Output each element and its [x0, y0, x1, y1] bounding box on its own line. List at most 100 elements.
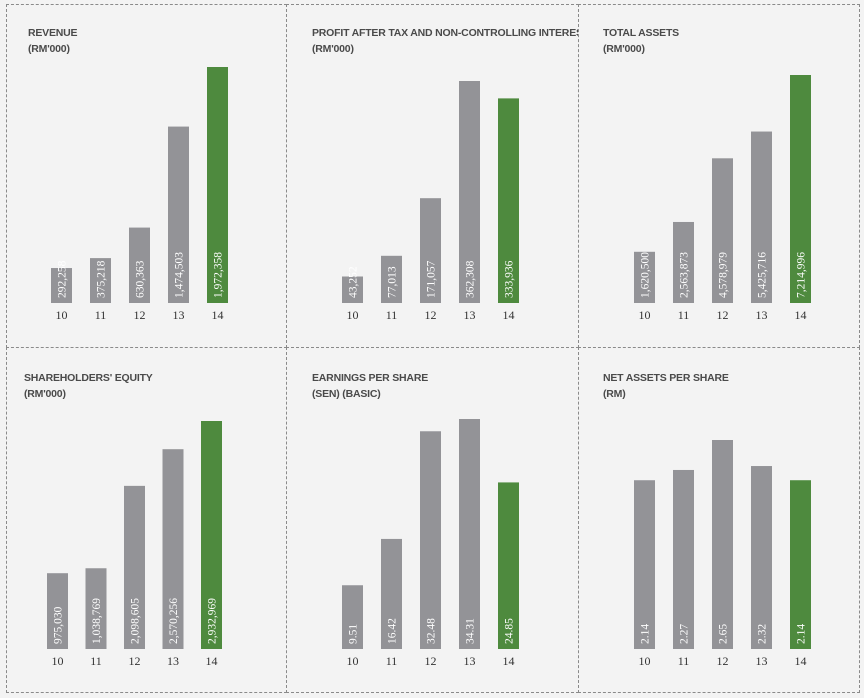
x-tick-label: 13 [173, 308, 185, 322]
bar-13 [751, 466, 772, 649]
bar-11 [673, 469, 694, 649]
x-tick-label: 11 [386, 308, 398, 322]
bar-10 [51, 268, 72, 303]
bar-value-label: 16.42 [387, 618, 399, 644]
chart-title-line2: (RM'000) [24, 388, 66, 400]
bar-value-label: 2.14 [640, 624, 652, 644]
panel-revenue: REVENUE (RM'000) 292,258 10 375,218 11 630,3… [6, 4, 287, 348]
bar-13 [459, 419, 480, 649]
x-tick-label: 10 [347, 654, 359, 668]
bar-value-label: 975,030 [53, 606, 65, 644]
revenue-bar-chart: 292,258 10 375,218 11 630,363 12 1,474,503 13 1,… [51, 67, 228, 322]
bar-value-label: 9.51 [348, 624, 360, 644]
bar-12 [129, 227, 150, 303]
bar-value-label: 43,252 [348, 266, 360, 298]
bar-value-label: 630,363 [135, 260, 147, 298]
chart-title-line2: (RM'000) [603, 43, 645, 55]
x-tick-label: 12 [717, 308, 729, 322]
x-tick-label: 11 [678, 654, 690, 668]
bar-value-label: 375,218 [96, 260, 108, 298]
bar-12 [712, 158, 733, 303]
bar-12 [712, 440, 733, 649]
x-tick-label: 10 [639, 308, 651, 322]
chart-title-line2: (RM'000) [312, 43, 354, 55]
bar-13 [751, 131, 772, 303]
x-tick-label: 12 [129, 654, 141, 668]
chart-title: SHAREHOLDERS' EQUITY (RM'000) [24, 370, 153, 402]
bar-value-label: 5,425,716 [757, 252, 769, 298]
x-tick-label: 10 [56, 308, 68, 322]
x-tick-label: 14 [795, 654, 807, 668]
chart-title: TOTAL ASSETS (RM'000) [603, 25, 679, 57]
x-tick-label: 10 [639, 654, 651, 668]
bar-value-label: 2.65 [718, 624, 730, 644]
x-tick-label: 13 [756, 654, 768, 668]
chart-title-line2: (RM'000) [28, 43, 70, 55]
x-tick-label: 12 [134, 308, 146, 322]
bar-11 [90, 258, 111, 303]
net-assets-per-share-bar-chart: 2.14 10 2.27 11 2.65 12 2.32 13 2.14 14 [634, 440, 811, 668]
bar-14 [498, 482, 519, 649]
x-tick-label: 14 [795, 308, 807, 322]
bar-value-label: 2.14 [796, 624, 808, 644]
x-tick-label: 11 [678, 308, 690, 322]
panel-total-assets: TOTAL ASSETS (RM'000) 1,620,500 10 2,563,8… [578, 4, 860, 348]
x-tick-label: 13 [464, 654, 476, 668]
bar-12 [420, 431, 441, 649]
bar-value-label: 1,474,503 [174, 252, 186, 298]
bar-value-label: 2,932,969 [207, 598, 219, 644]
bar-value-label: 292,258 [57, 260, 69, 298]
shareholders-equity-bar-chart: 975,030 10 1,038,769 11 2,098,605 12 2,570,256… [47, 421, 222, 668]
profit-bar-chart: 43,252 10 77,013 11 171,057 12 362,308 13 333,93… [342, 81, 519, 322]
bar-11 [85, 568, 107, 649]
x-tick-label: 13 [756, 308, 768, 322]
earnings-per-share-bar-chart: 9.51 10 16.42 11 32.48 12 34.31 13 24.85 14 [342, 419, 519, 668]
bar-value-label: 77,013 [387, 266, 399, 298]
bar-value-label: 1,038,769 [91, 598, 103, 644]
x-tick-label: 14 [206, 654, 218, 668]
chart-title: PROFIT AFTER TAX AND NON-CONTROLLING INT… [312, 25, 596, 57]
panel-net-assets-per-share: NET ASSETS PER SHARE (RM) 2.14 10 2.27 11 2.… [578, 347, 860, 693]
chart-title-line1: PROFIT AFTER TAX AND NON-CONTROLLING INT… [312, 27, 596, 39]
bar-value-label: 32.48 [426, 618, 438, 644]
chart-title-line2: (SEN) (BASIC) [312, 388, 381, 400]
bar-11 [381, 255, 402, 303]
bar-14 [201, 421, 222, 649]
chart-title-line1: REVENUE [28, 27, 78, 39]
bar-12 [124, 485, 145, 649]
bar-10 [342, 276, 363, 303]
bar-13 [168, 126, 189, 303]
bar-value-label: 2,563,873 [679, 252, 691, 298]
chart-title: EARNINGS PER SHARE (SEN) (BASIC) [312, 370, 428, 402]
chart-title-line1: NET ASSETS PER SHARE [603, 372, 729, 384]
chart-title-line1: SHAREHOLDERS' EQUITY [24, 372, 153, 384]
bar-value-label: 34.31 [465, 618, 477, 644]
bar-value-label: 1,972,358 [213, 252, 225, 298]
bar-10 [47, 573, 68, 649]
bar-14 [207, 67, 228, 303]
bar-value-label: 171,057 [426, 260, 438, 298]
bar-14 [790, 480, 811, 649]
bar-11 [673, 221, 694, 303]
panel-profit-after-tax: PROFIT AFTER TAX AND NON-CONTROLLING INT… [286, 4, 596, 348]
bar-value-label: 2,098,605 [130, 598, 142, 644]
x-tick-label: 11 [386, 654, 398, 668]
bar-14 [790, 75, 811, 303]
bar-value-label: 4,578,979 [718, 252, 730, 298]
x-tick-label: 14 [503, 308, 515, 322]
bar-value-label: 333,936 [504, 260, 516, 298]
x-tick-label: 10 [347, 308, 359, 322]
x-tick-label: 11 [95, 308, 107, 322]
x-tick-label: 13 [167, 654, 179, 668]
bar-value-label: 1,620,500 [640, 252, 652, 298]
bar-value-label: 2,570,256 [168, 598, 180, 644]
bar-value-label: 7,214,996 [796, 252, 808, 298]
x-tick-label: 11 [90, 654, 102, 668]
panel-shareholders-equity: SHAREHOLDERS' EQUITY (RM'000) 975,030 10 1… [6, 347, 287, 693]
bar-value-label: 24.85 [504, 618, 516, 644]
x-tick-label: 13 [464, 308, 476, 322]
bar-value-label: 362,308 [465, 260, 477, 298]
chart-title-line1: EARNINGS PER SHARE [312, 372, 429, 384]
bar-13 [162, 449, 184, 649]
